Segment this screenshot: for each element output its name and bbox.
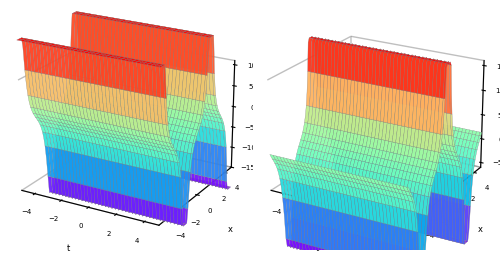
X-axis label: t: t	[66, 244, 70, 253]
X-axis label: t: t	[316, 244, 319, 253]
Y-axis label: x: x	[478, 225, 482, 234]
Y-axis label: x: x	[228, 225, 233, 234]
